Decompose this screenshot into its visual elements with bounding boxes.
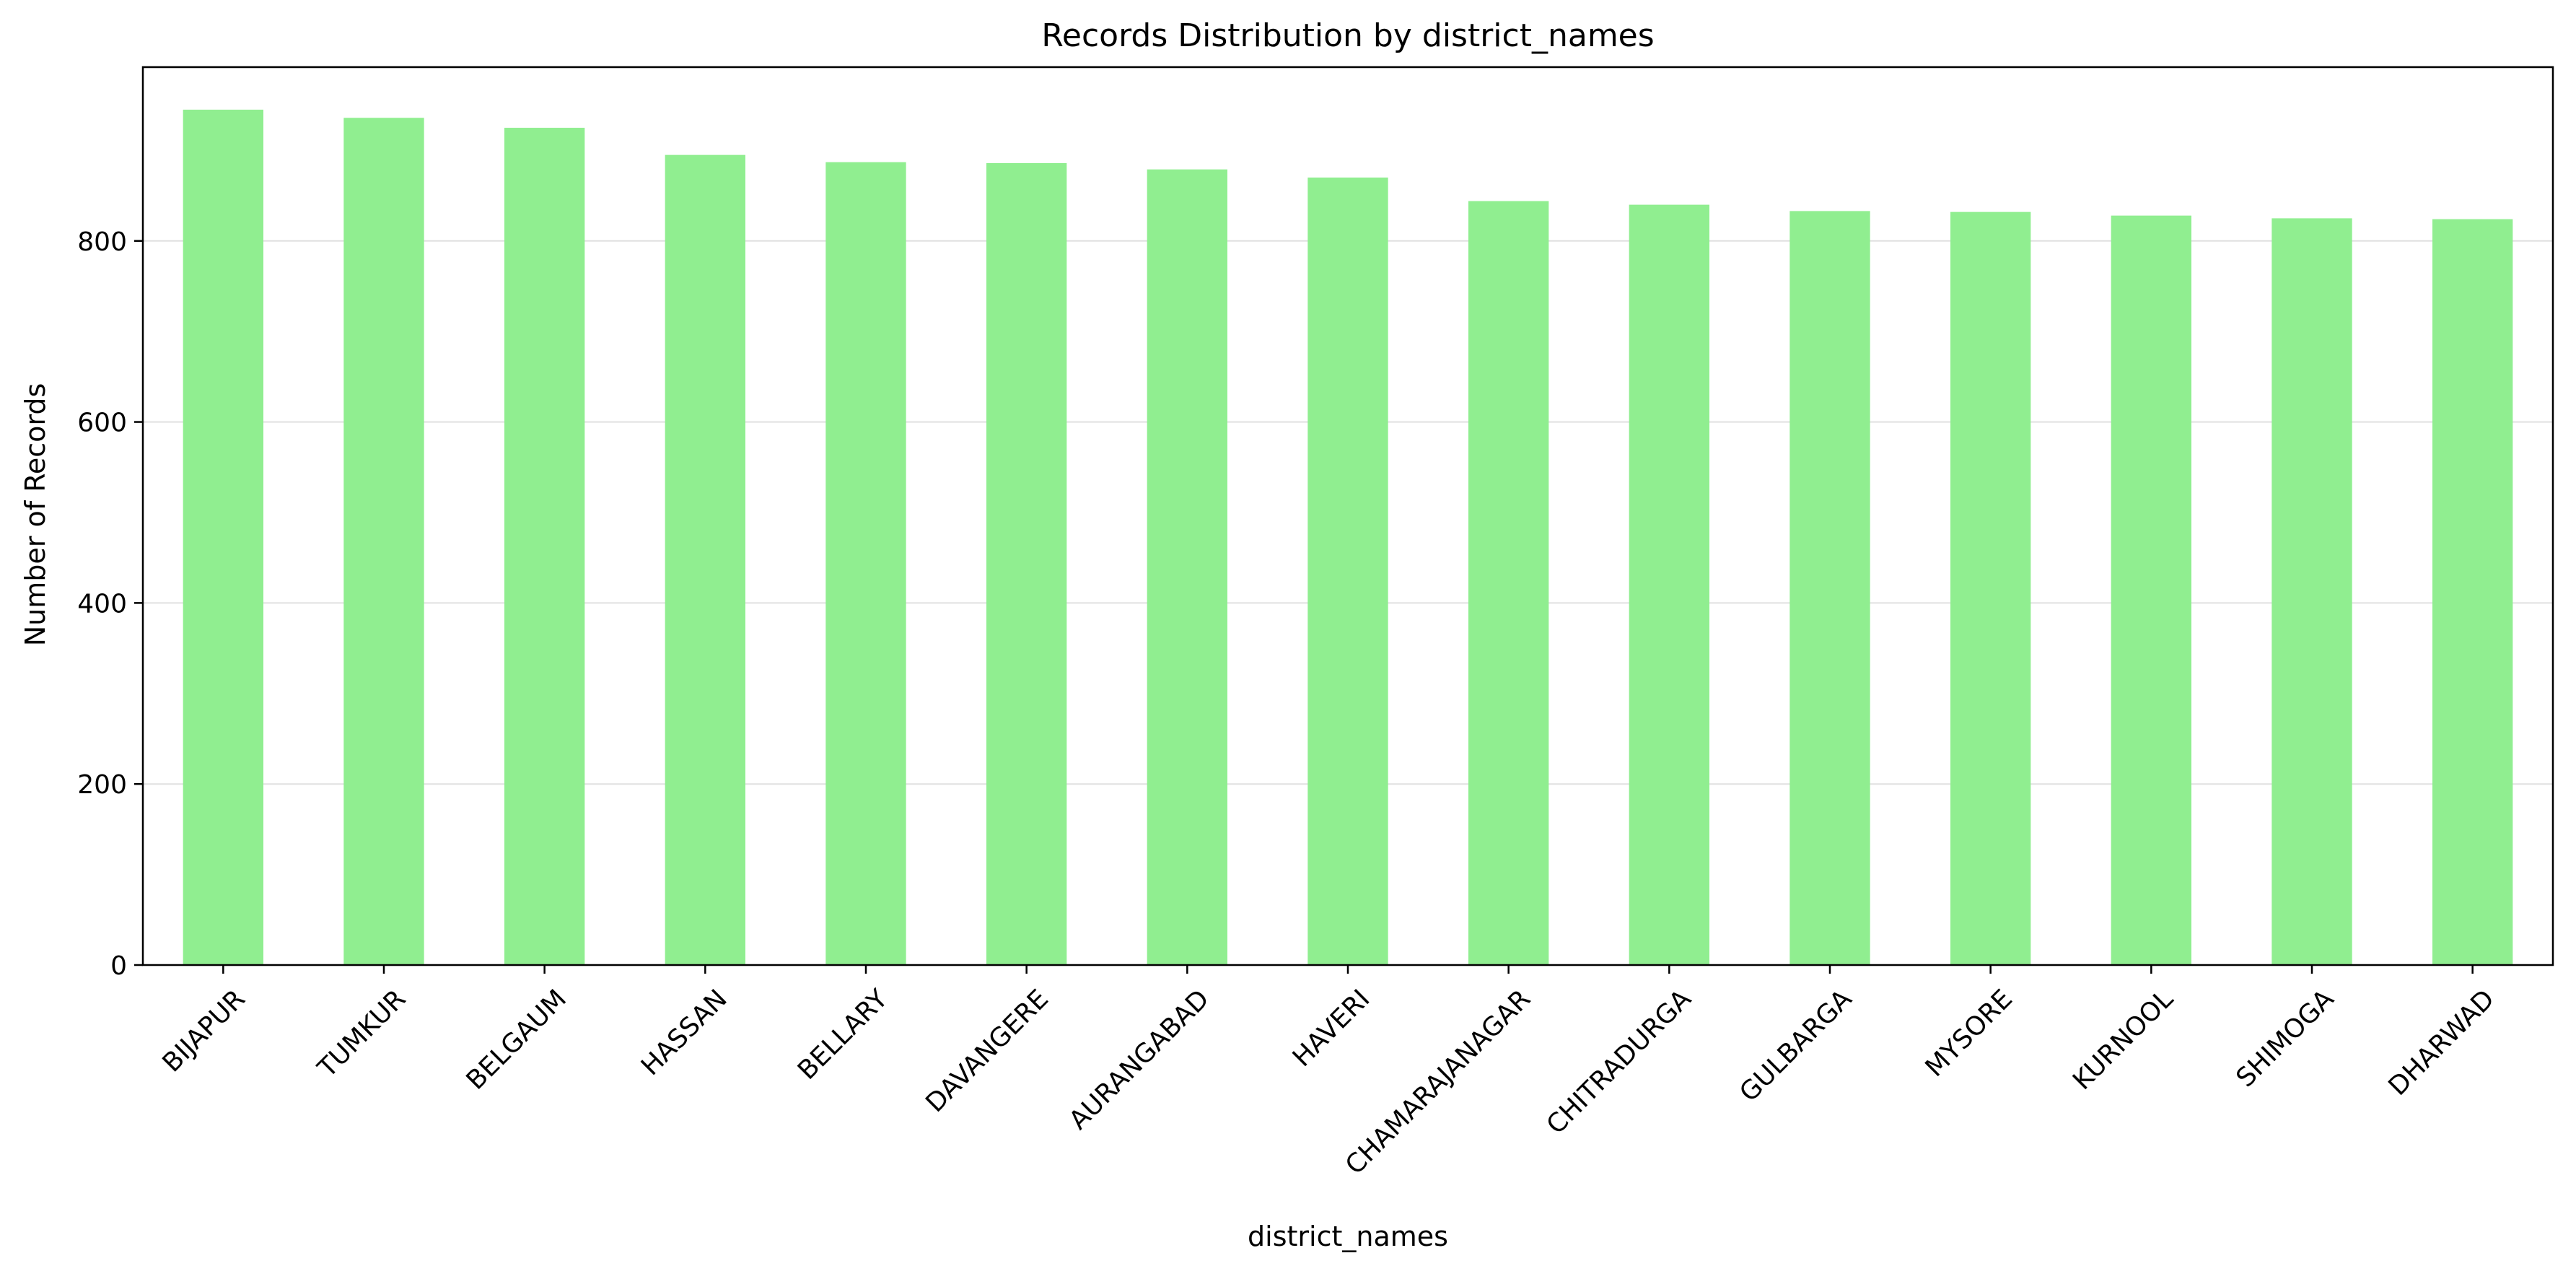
bar-bijapur <box>183 109 263 966</box>
bar-mysore <box>1950 211 2031 966</box>
y-axis-label: Number of Records <box>19 383 51 647</box>
y-tick-label-0: 0 <box>110 951 127 981</box>
bar-tumkur <box>343 118 424 965</box>
bar-shimoga <box>2271 218 2352 966</box>
bar-chitradurga <box>1629 204 1709 965</box>
bar-dharwad <box>2432 219 2513 965</box>
y-tick-label-1: 200 <box>77 770 127 800</box>
bar-haveri <box>1307 177 1388 965</box>
bar-davangere <box>986 162 1067 966</box>
y-tick-label-2: 400 <box>77 589 127 619</box>
bar-belgaum <box>504 128 585 966</box>
x-axis-label: district_names <box>1248 1221 1448 1252</box>
y-tick-label-3: 600 <box>77 409 127 438</box>
bar-gulbarga <box>1789 211 1870 966</box>
bar-kurnool <box>2111 215 2191 966</box>
bar-bellary <box>825 162 906 966</box>
chart-title: Records Distribution by district_names <box>1041 17 1654 54</box>
bars <box>183 109 2513 966</box>
bar-aurangabad <box>1147 169 1227 965</box>
bar-chamarajanagar <box>1468 201 1549 965</box>
y-tick-label-4: 800 <box>77 227 127 257</box>
bar-hassan <box>665 154 745 966</box>
